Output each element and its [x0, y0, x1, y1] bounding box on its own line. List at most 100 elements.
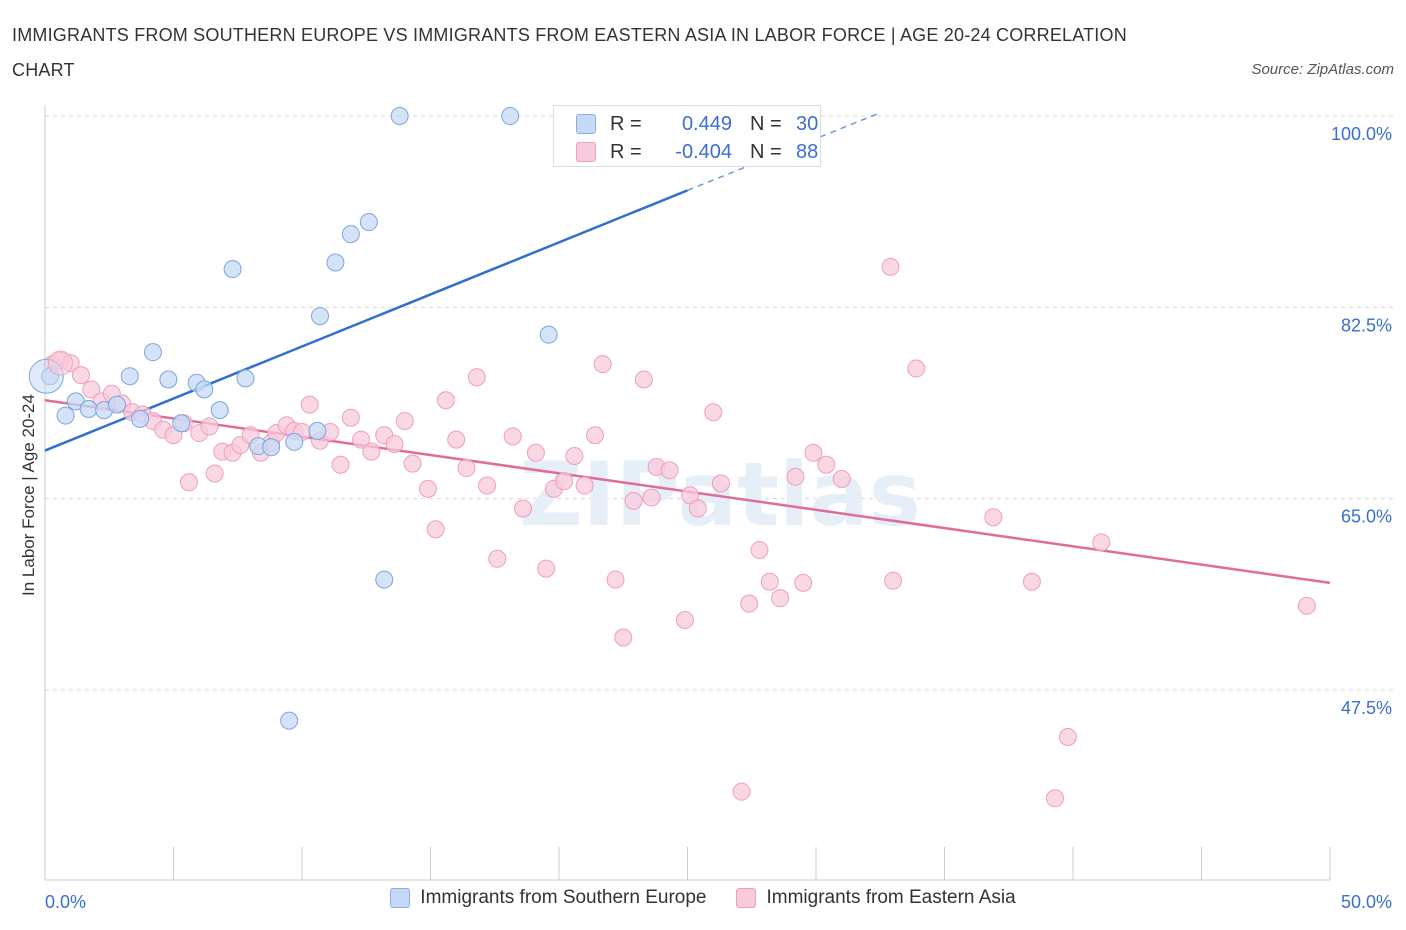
- stats-row-pink: R = -0.404 N = 88: [576, 138, 818, 166]
- pink-point: [624, 491, 643, 510]
- pink-point: [47, 350, 73, 376]
- pink-point: [426, 520, 445, 539]
- n-label: N =: [750, 112, 782, 135]
- pink-point: [593, 355, 612, 374]
- pink-r-value: -0.404: [675, 140, 732, 163]
- pink-point: [300, 395, 319, 414]
- blue-point: [359, 213, 378, 232]
- blue-point: [79, 400, 98, 419]
- pink-point: [1022, 572, 1041, 591]
- pink-point: [526, 443, 545, 462]
- stats-box: R = 0.449 N = 30 R = -0.404 N = 88: [553, 105, 821, 167]
- pink-point: [385, 435, 404, 453]
- stats-row-blue: R = 0.449 N = 30: [576, 110, 818, 138]
- pink-point: [660, 461, 679, 480]
- x-tick-label: 50.0%: [1341, 892, 1392, 912]
- blue-point: [326, 253, 345, 272]
- pink-point: [331, 455, 350, 474]
- blue-n-value: 30: [796, 112, 819, 135]
- legend-pink-swatch: [736, 888, 757, 908]
- pink-n-value: 88: [796, 140, 819, 163]
- x-tick-label: 0.0%: [45, 892, 86, 912]
- blue-point: [159, 370, 178, 389]
- pink-point: [488, 549, 507, 568]
- pink-point: [786, 467, 805, 486]
- y-axis-label: In Labor Force | Age 20-24: [19, 394, 38, 596]
- pink-point: [732, 782, 751, 801]
- blue-point: [236, 369, 255, 388]
- pink-point: [1046, 789, 1065, 808]
- blue-point: [210, 401, 229, 420]
- pink-point: [585, 426, 604, 445]
- pink-point: [817, 455, 836, 474]
- blue-point: [280, 711, 299, 730]
- blue-point: [107, 395, 126, 414]
- r-label: R =: [610, 112, 642, 135]
- blue-point: [223, 260, 242, 279]
- pink-point: [606, 570, 625, 589]
- pink-point: [614, 628, 633, 647]
- pink-point: [341, 408, 360, 427]
- watermark: ZIPatlas: [519, 443, 921, 546]
- pink-point: [362, 442, 381, 461]
- blue-point: [341, 225, 360, 244]
- chart-title: IMMIGRANTS FROM SOUTHERN EUROPE VS IMMIG…: [12, 25, 1127, 80]
- legend-item-pink: Immigrants from Eastern Asia: [736, 887, 1016, 909]
- y-tick-label: 47.5%: [1341, 698, 1392, 718]
- r-label: R =: [610, 140, 642, 163]
- pink-point: [832, 469, 851, 488]
- pink-point: [1297, 596, 1316, 615]
- pink-point: [704, 403, 723, 422]
- pink-point: [760, 572, 779, 591]
- grid-lines: [45, 115, 1395, 691]
- blue-point: [262, 438, 281, 457]
- blue-point: [390, 107, 409, 125]
- blue-r-value: 0.449: [681, 112, 732, 135]
- blue-trend-line: [44, 189, 688, 452]
- blue-point: [143, 343, 162, 362]
- pink-point: [804, 443, 823, 462]
- pink-point: [205, 464, 224, 483]
- x-tick-labels: 0.0% 50.0%: [45, 892, 1392, 912]
- pink-point: [436, 391, 455, 410]
- pink-point: [71, 366, 90, 385]
- pink-point: [418, 479, 437, 498]
- pink-point: [537, 559, 556, 578]
- blue-point: [285, 432, 304, 451]
- pink-point: [984, 508, 1003, 527]
- source-label: Source: ZipAtlas.com: [1251, 61, 1394, 78]
- pink-point: [771, 589, 790, 608]
- pink-point: [688, 499, 707, 518]
- pink-point: [565, 447, 584, 466]
- pink-point: [478, 476, 497, 495]
- pink-point: [884, 571, 903, 590]
- pink-point: [352, 430, 371, 449]
- pink-point: [514, 499, 533, 518]
- data-points: [28, 107, 1316, 808]
- y-tick-label: 65.0%: [1341, 507, 1392, 527]
- pink-point: [575, 476, 594, 495]
- legend-blue-label: Immigrants from Southern Europe: [420, 887, 707, 908]
- pink-point: [503, 427, 522, 446]
- pink-point: [467, 368, 486, 387]
- pink-point: [750, 541, 769, 560]
- blue-point: [308, 421, 327, 440]
- blue-point: [539, 325, 558, 344]
- blue-point: [120, 367, 139, 386]
- pink-point: [907, 359, 926, 378]
- axes: [44, 105, 1331, 881]
- legend-item-blue: Immigrants from Southern Europe: [390, 887, 706, 909]
- pink-point: [740, 594, 759, 613]
- blue-point: [195, 380, 214, 399]
- blue-swatch: [576, 114, 596, 134]
- pink-point: [555, 472, 574, 491]
- pink-point: [1092, 533, 1111, 552]
- pink-swatch: [576, 142, 596, 162]
- pink-point: [711, 474, 730, 493]
- pink-point: [82, 380, 101, 399]
- legend-blue-swatch: [390, 888, 411, 908]
- pink-point: [794, 573, 813, 592]
- blue-point: [56, 406, 75, 425]
- pink-point: [881, 257, 900, 276]
